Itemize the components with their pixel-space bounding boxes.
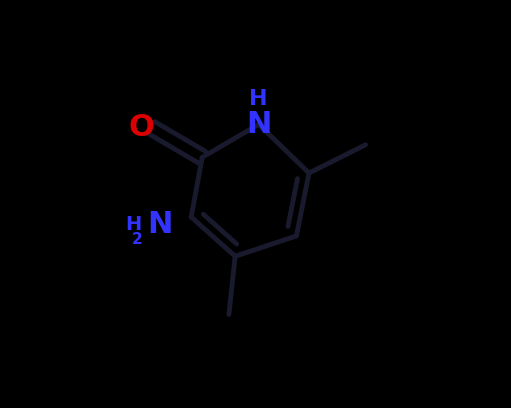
Text: N: N: [246, 110, 271, 139]
Text: N: N: [147, 211, 173, 239]
Text: H: H: [125, 215, 142, 234]
Text: H: H: [249, 89, 268, 109]
Text: O: O: [129, 113, 155, 142]
Text: 2: 2: [131, 232, 142, 247]
